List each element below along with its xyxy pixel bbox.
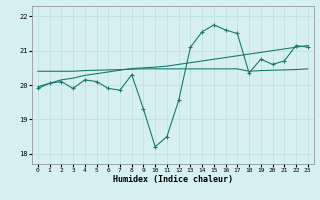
X-axis label: Humidex (Indice chaleur): Humidex (Indice chaleur) [113,175,233,184]
